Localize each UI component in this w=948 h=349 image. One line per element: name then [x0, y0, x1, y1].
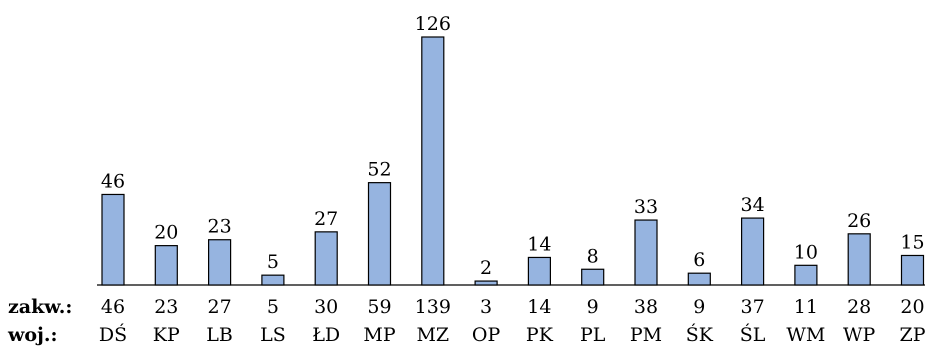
bar-value-label: 20: [154, 222, 178, 244]
category-tick-label: LB: [206, 324, 233, 346]
category-tick-label: ŁD: [312, 324, 340, 346]
bar-value-label: 2: [480, 257, 492, 279]
bar-value-label: 46: [101, 170, 125, 192]
zakw-value: 27: [208, 296, 232, 318]
bar-value-label: 15: [900, 231, 924, 253]
zakw-value: 59: [367, 296, 391, 318]
bar-2: [208, 239, 232, 286]
bar-value-label: 26: [847, 210, 871, 232]
zakw-row: 46 23 27 5 30 59 139 3 14 9 38 9 37 11 28 20: [101, 296, 925, 318]
category-tick-label: ŚL: [740, 323, 766, 346]
bar-0: [101, 193, 125, 286]
bar-11: [687, 272, 711, 286]
zakw-value: 139: [415, 296, 451, 318]
category-tick-label: WM: [786, 324, 825, 346]
bar-15: [900, 254, 925, 286]
bar-7: [474, 280, 498, 286]
category-tick-label: PL: [580, 324, 606, 346]
bar-value-label: 126: [415, 13, 451, 35]
zakw-value: 5: [267, 296, 279, 318]
zakw-value: 11: [794, 296, 818, 318]
category-tick-label: KP: [153, 324, 180, 346]
bar-value-label: 14: [527, 233, 551, 255]
category-tick-label: WP: [843, 324, 876, 346]
bars-group: [101, 36, 925, 286]
category-tick-label: OP: [472, 324, 501, 346]
woj-row: DŚ KP LB LS ŁD MP MZ OP PK PL PM ŚK ŚL WM WP ZP: [99, 323, 926, 346]
bar-value-label: 6: [693, 249, 705, 271]
category-tick-label: PM: [630, 324, 662, 346]
bar-1: [154, 245, 178, 286]
category-tick-label: DŚ: [99, 323, 127, 346]
zakw-value: 23: [154, 296, 178, 318]
bar-value-label: 33: [634, 196, 658, 218]
bar-12: [740, 217, 765, 286]
bar-value-label: 10: [794, 241, 818, 263]
zakw-value: 37: [741, 296, 765, 318]
zakw-value: 3: [480, 296, 492, 318]
zakw-value: 9: [587, 296, 599, 318]
bar-value-label: 27: [314, 208, 338, 230]
bar-10: [634, 219, 658, 286]
bar-value-label: 34: [741, 194, 765, 216]
zakw-value: 38: [634, 296, 658, 318]
bar-value-label: 23: [208, 216, 232, 238]
bar-14: [847, 233, 871, 286]
bar-value-label: 5: [267, 251, 279, 273]
zakw-value: 20: [900, 296, 924, 318]
bar-9: [581, 268, 605, 286]
category-tick-label: ZP: [900, 324, 926, 346]
bar-6: [421, 36, 445, 286]
category-tick-label: ŚK: [686, 323, 714, 346]
bar-4: [314, 231, 338, 286]
woj-row-label: woj.:: [7, 324, 58, 346]
zakw-value: 30: [314, 296, 338, 318]
bar-value-label: 8: [587, 245, 599, 267]
zakw-value: 46: [101, 296, 125, 318]
bar-5: [367, 182, 392, 286]
bar-13: [794, 264, 818, 286]
zakw-value: 9: [693, 296, 705, 318]
value-labels-group: 46 20 23 5 27 52 126 2 14 8 33 6 34 10 26 15: [101, 13, 925, 279]
bar-8: [527, 256, 552, 286]
bar-value-label: 52: [367, 159, 391, 181]
zakw-value: 28: [847, 296, 871, 318]
category-tick-label: PK: [526, 324, 554, 346]
category-tick-label: MP: [363, 324, 395, 346]
category-tick-label: MZ: [416, 324, 449, 346]
bar-3: [261, 274, 285, 286]
zakw-row-label: zakw.:: [8, 296, 72, 318]
zakw-value: 14: [527, 296, 551, 318]
category-tick-label: LS: [260, 324, 286, 346]
